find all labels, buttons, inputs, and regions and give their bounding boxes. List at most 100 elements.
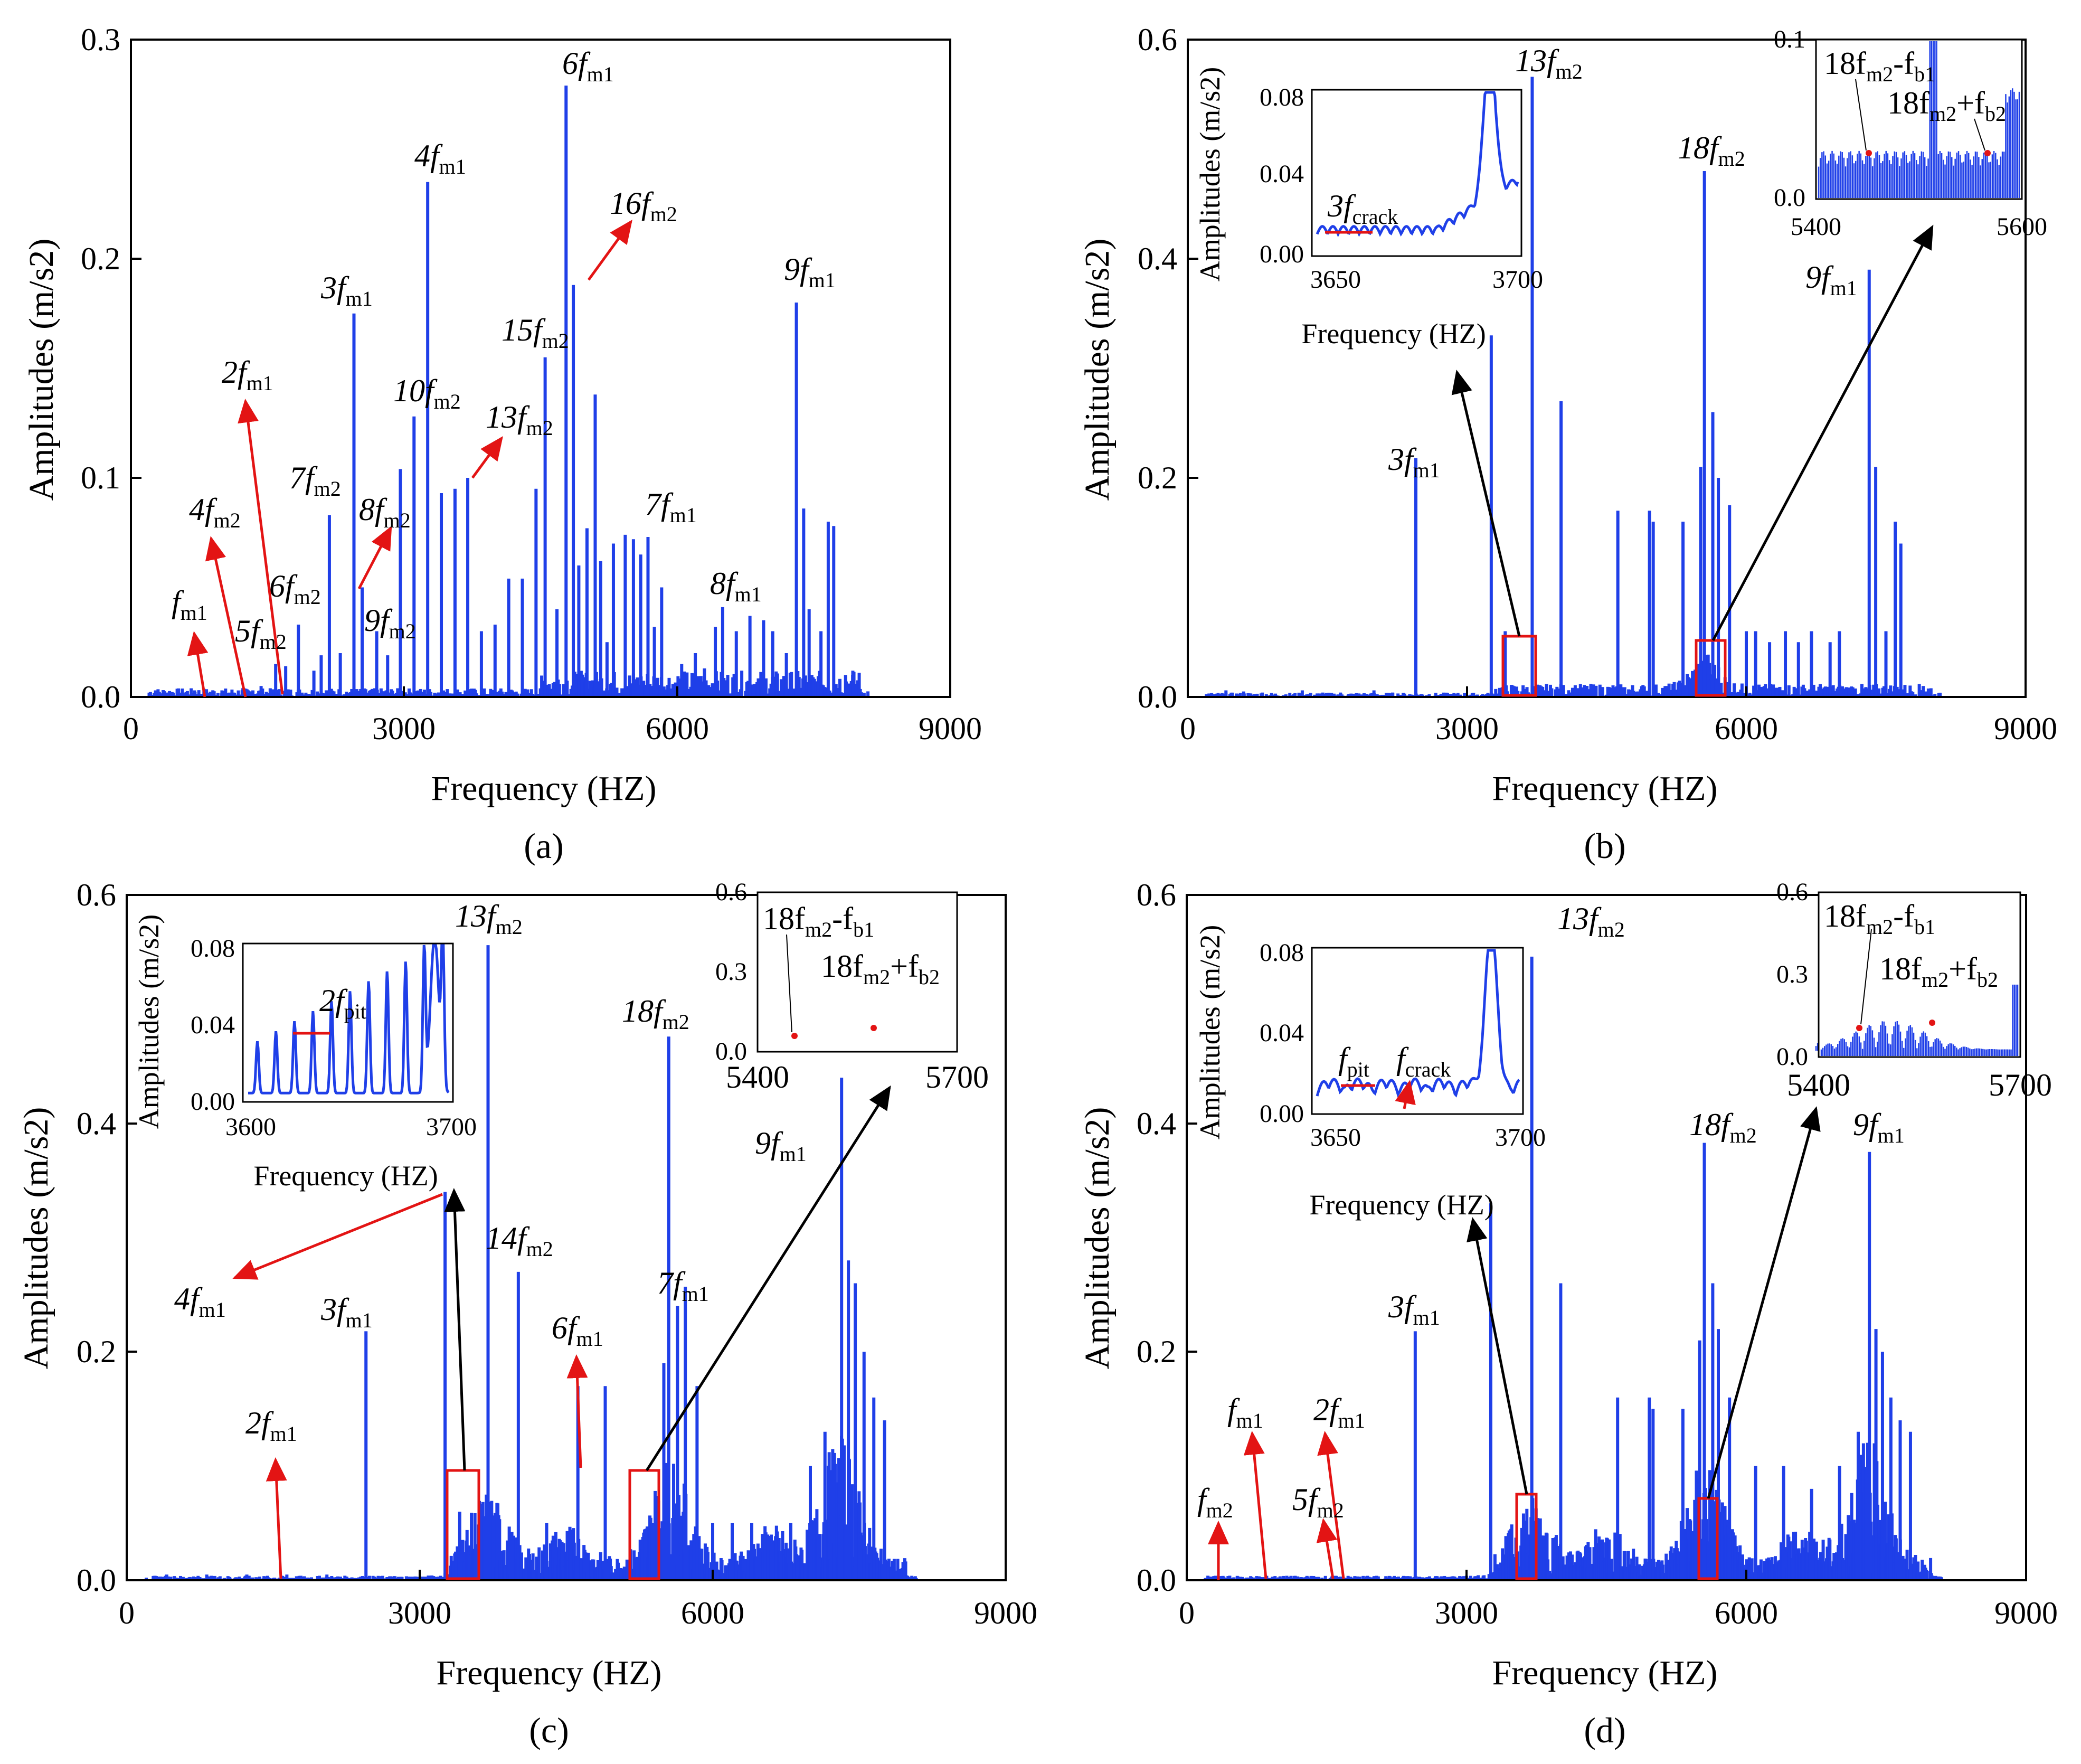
ann-c2-minus: 18fm2-fb1	[763, 901, 874, 941]
ann-c-4fm1: 4fm1	[174, 1281, 226, 1322]
ann-a-3fm1: 3fm1	[320, 270, 373, 310]
inset-d1-ylabel: Amplitudes (m/s2)	[1194, 925, 1226, 1139]
inset-b2-spikes	[1818, 41, 2020, 198]
inset-d1-trace	[1316, 949, 1520, 1098]
panel-b-plot-frame	[1187, 39, 2027, 698]
panel-c-ytick-1: 0.2	[77, 1334, 116, 1369]
ann-c-7fm1: 7fm1	[657, 1266, 709, 1306]
panel-d-ylabel: Amplitudes (m/s2)	[1078, 1107, 1117, 1370]
inset-c1-xlabel: Frequency (HZ)	[253, 1160, 438, 1192]
inset-b1-ylabel: Amplitudes (m/s2)	[1194, 67, 1226, 281]
panel-b-ytick-3: 0.6	[1138, 22, 1177, 57]
inset-d1-ytick-2: 0.08	[1260, 939, 1304, 967]
panel-d-ytick-0: 0.0	[1137, 1563, 1176, 1598]
panel-c-ylabel: Amplitudes (m/s2)	[17, 1107, 55, 1370]
panel-a-ylabel: Amplitudes (m/s2)	[22, 239, 61, 501]
ann-b2-minus: 18fm2-fb1	[1824, 46, 1935, 86]
inset-d1-xlabel: Frequency (HZ)	[1309, 1189, 1493, 1221]
ann-d2-minus: 18fm2-fb1	[1824, 899, 1935, 939]
inset-b2-ytick-1: 0.1	[1774, 25, 1805, 53]
panel-a-xtick-2: 6000	[646, 711, 709, 746]
panel-a-xtick-1: 3000	[372, 711, 436, 746]
panel-d-inset-2: 0.6 0.3 0.0 5400 5700 18fm2-fb1 18fm2+fb…	[1776, 878, 2052, 1102]
panel-a-spikes	[147, 86, 870, 697]
panel-a-xtick-3: 9000	[919, 711, 982, 746]
ann-a-5fm2: 5fm2	[235, 614, 287, 654]
panel-d-xtick-1: 3000	[1435, 1596, 1498, 1630]
ann-a-2fm1: 2fm1	[222, 355, 273, 395]
panel-c-inset-1: 0.08 0.04 0.00 3600 3700 Frequency (HZ) …	[133, 914, 477, 1192]
ann-c1-2fpit: 2fpit	[319, 983, 366, 1023]
panel-c-xtick-0: 0	[119, 1596, 135, 1630]
panel-a-xlabel: Frequency (HZ)	[431, 769, 656, 808]
inset-d2-spikes	[1820, 984, 2019, 1056]
panel-b-xtick-0: 0	[1180, 711, 1196, 746]
ann-c-3fm1: 3fm1	[320, 1292, 373, 1332]
panel-b-zoom-box-2	[1695, 639, 1727, 697]
panel-c-xtick-2: 6000	[681, 1596, 744, 1630]
panel-a-ytick-0: 0.0	[81, 680, 120, 714]
ann-c-18fm2: 18fm2	[622, 994, 689, 1034]
inset-b1-xlabel: Frequency (HZ)	[1301, 318, 1486, 350]
inset-d2-frame	[1818, 891, 2021, 1058]
ann-a-8fm1: 8fm1	[710, 566, 762, 606]
ann-d-3fm1: 3fm1	[1388, 1289, 1440, 1329]
ann-c-9fm1: 9fm1	[755, 1126, 807, 1166]
ann-d1-fcrack: fcrack	[1396, 1041, 1451, 1081]
ann-a-13fm2: 13fm2	[486, 400, 553, 440]
ann-b-3fm1: 3fm1	[1388, 442, 1440, 482]
panel-b-ytick-1: 0.2	[1138, 460, 1177, 495]
ann-b-13fm2: 13fm2	[1515, 43, 1583, 83]
inset-d1-xtick-1: 3700	[1495, 1124, 1546, 1152]
panel-b-xtick-1: 3000	[1435, 711, 1499, 746]
inset-c1-ylabel: Amplitudes (m/s2)	[133, 914, 165, 1129]
inset-b2-xtick-0: 5400	[1791, 213, 1841, 241]
ann-a-16fm2: 16fm2	[610, 186, 677, 226]
panel-b-xlabel: Frequency (HZ)	[1492, 769, 1717, 808]
inset-c2-ytick-0: 0.0	[715, 1037, 747, 1065]
panel-d: 0.0 0.2 0.4 0.6 0 3000 6000 9000 Frequen…	[1078, 878, 2058, 1750]
panel-d-ytick-1: 0.2	[1137, 1334, 1176, 1369]
ann-a-9fm1: 9fm1	[784, 252, 836, 292]
panel-c: 0.0 0.2 0.4 0.6 0 3000 6000 9000 Frequen…	[17, 878, 2011, 1750]
panel-c-xtick-1: 3000	[388, 1596, 451, 1630]
ann-a-4fm2: 4fm2	[189, 492, 241, 532]
ann-c-2fm1: 2fm1	[245, 1405, 297, 1446]
inset-d1-frame	[1311, 947, 1524, 1115]
inset-b1-trace	[1316, 91, 1519, 238]
ann-d-2fm1: 2fm1	[1313, 1392, 1365, 1432]
inset-d2-xtick-0: 5400	[1787, 1068, 1850, 1102]
ann-d-18fm2: 18fm2	[1689, 1107, 1757, 1147]
ann-d1-fpit: fpit	[1338, 1041, 1369, 1081]
ann-c-13fm2: 13fm2	[455, 899, 523, 939]
panel-d-ytick-3: 0.6	[1137, 878, 1176, 912]
inset-c1-frame	[242, 942, 454, 1103]
inset-c2-xtick-1: 5700	[925, 1060, 989, 1095]
inset-b1-ytick-1: 0.04	[1260, 160, 1304, 188]
inset-b2-ytick-0: 0.0	[1774, 184, 1805, 212]
inset-d1-ytick-0: 0.00	[1260, 1100, 1304, 1128]
ann-c2-plus: 18fm2+fb2	[821, 949, 940, 989]
ann-d2-plus: 18fm2+fb2	[1879, 951, 1998, 992]
ann-d-fm2: fm2	[1197, 1482, 1233, 1522]
ann-a-9fm2: 9fm2	[364, 603, 416, 643]
panel-d-zoom-box-2	[1697, 1497, 1719, 1580]
ann-c-14fm2: 14fm2	[486, 1221, 553, 1261]
inset-c1-trace	[248, 944, 450, 1095]
panel-d-xtick-2: 6000	[1715, 1596, 1778, 1630]
panel-a-xtick-0: 0	[123, 711, 139, 746]
inset-c2-ytick-2: 0.6	[715, 878, 747, 906]
ann-d-fm1: fm1	[1227, 1392, 1263, 1432]
panel-c-ytick-0: 0.0	[77, 1563, 116, 1598]
inset-d1-ytick-1: 0.04	[1260, 1019, 1304, 1047]
panel-b-ylabel: Amplitudes (m/s2)	[1078, 239, 1117, 501]
inset-b1-frame	[1311, 89, 1522, 257]
panel-a-plot-frame	[130, 39, 951, 698]
inset-c1-xtick-1: 3700	[426, 1113, 477, 1141]
inset-b1-xtick-0: 3650	[1310, 266, 1361, 294]
panel-b-inset-2: 0.1 0.0 5400 5600 18fm2-fb1 18fm2+fb2	[1774, 25, 2047, 241]
panel-d-spikes	[1204, 956, 1943, 1580]
panel-b-inset-1: 0.08 0.04 0.00 3650 3700 Frequency (HZ) …	[1194, 67, 1543, 350]
inset-b2-frame	[1815, 39, 2023, 200]
